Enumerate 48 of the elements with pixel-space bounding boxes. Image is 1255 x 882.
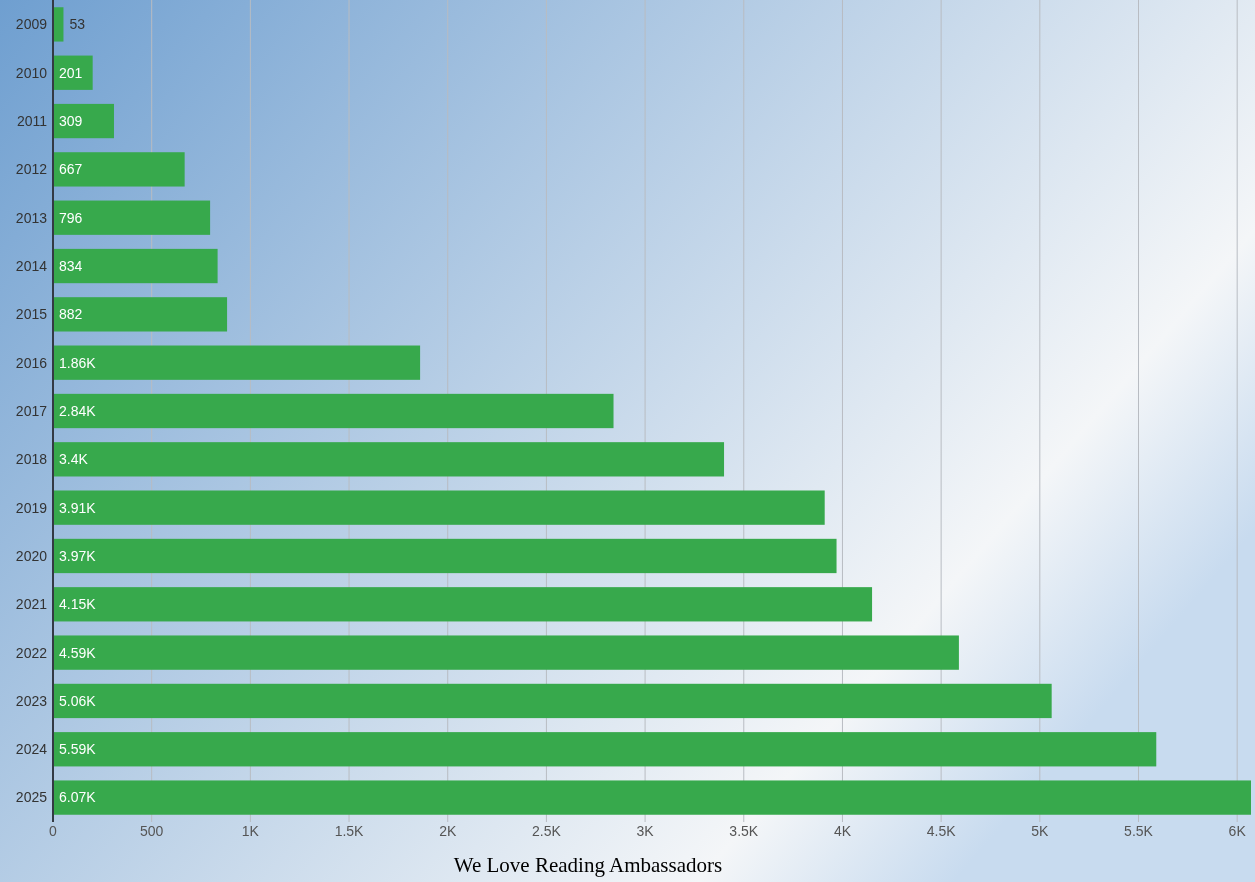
x-tick-label: 1.5K — [334, 823, 365, 839]
y-tick-label: 2010 — [15, 64, 48, 81]
x-tick-label: 5K — [1031, 823, 1050, 839]
y-tick-label: 2024 — [15, 741, 48, 758]
y-tick-label: 2022 — [15, 644, 48, 661]
x-tick-label: 5.5K — [1124, 823, 1154, 839]
x-tick-label: 6K — [1228, 823, 1247, 839]
x-tick-label: 2.5K — [532, 823, 562, 839]
data-label: 309 — [59, 112, 83, 129]
data-label: 3.4K — [59, 451, 89, 468]
data-label: 6.07K — [59, 789, 97, 806]
y-tick-label: 2017 — [15, 402, 48, 419]
data-label: 5.59K — [59, 741, 97, 758]
y-tick-label: 2012 — [15, 161, 48, 178]
data-label: 2.84K — [59, 402, 97, 419]
y-tick-label: 2013 — [15, 209, 48, 226]
y-tick-label: 2021 — [15, 596, 48, 613]
y-tick-label: 2018 — [15, 451, 48, 468]
y-tick-label: 2014 — [15, 257, 48, 274]
data-label: 667 — [59, 161, 83, 178]
data-label: 5.06K — [59, 692, 97, 709]
data-label: 882 — [59, 306, 83, 323]
data-label: 201 — [59, 64, 83, 81]
x-tick-label: 500 — [140, 823, 164, 839]
data-label: 796 — [59, 209, 83, 226]
text: We Love Reading Ambassadors — [453, 853, 723, 877]
y-tick-label: 2020 — [15, 547, 48, 564]
data-label: 1.86K — [59, 354, 97, 371]
data-label: 4.59K — [59, 644, 97, 661]
x-tick-label: 4K — [833, 823, 852, 839]
x-tick-label: 0 — [49, 823, 58, 839]
y-tick-label: 2011 — [16, 112, 48, 129]
y-tick-label: 2023 — [15, 692, 48, 709]
y-tick-label: 2016 — [15, 354, 48, 371]
x-tick-label: 4.5K — [926, 823, 957, 839]
y-tick-label: 2009 — [15, 16, 48, 33]
data-label: 53 — [69, 16, 86, 33]
data-label: 3.97K — [59, 547, 97, 564]
data-label: 4.15K — [59, 596, 97, 613]
x-tick-label: 3.5K — [729, 823, 759, 839]
data-label: 3.91K — [59, 499, 97, 516]
x-tick-label: 3K — [636, 823, 655, 839]
y-tick-label: 2025 — [15, 789, 48, 806]
data-label: 834 — [59, 257, 83, 274]
x-tick-label: 1K — [241, 823, 260, 839]
y-tick-label: 2015 — [15, 306, 48, 323]
x-tick-label: 2K — [439, 823, 457, 839]
y-tick-label: 2019 — [15, 499, 48, 516]
